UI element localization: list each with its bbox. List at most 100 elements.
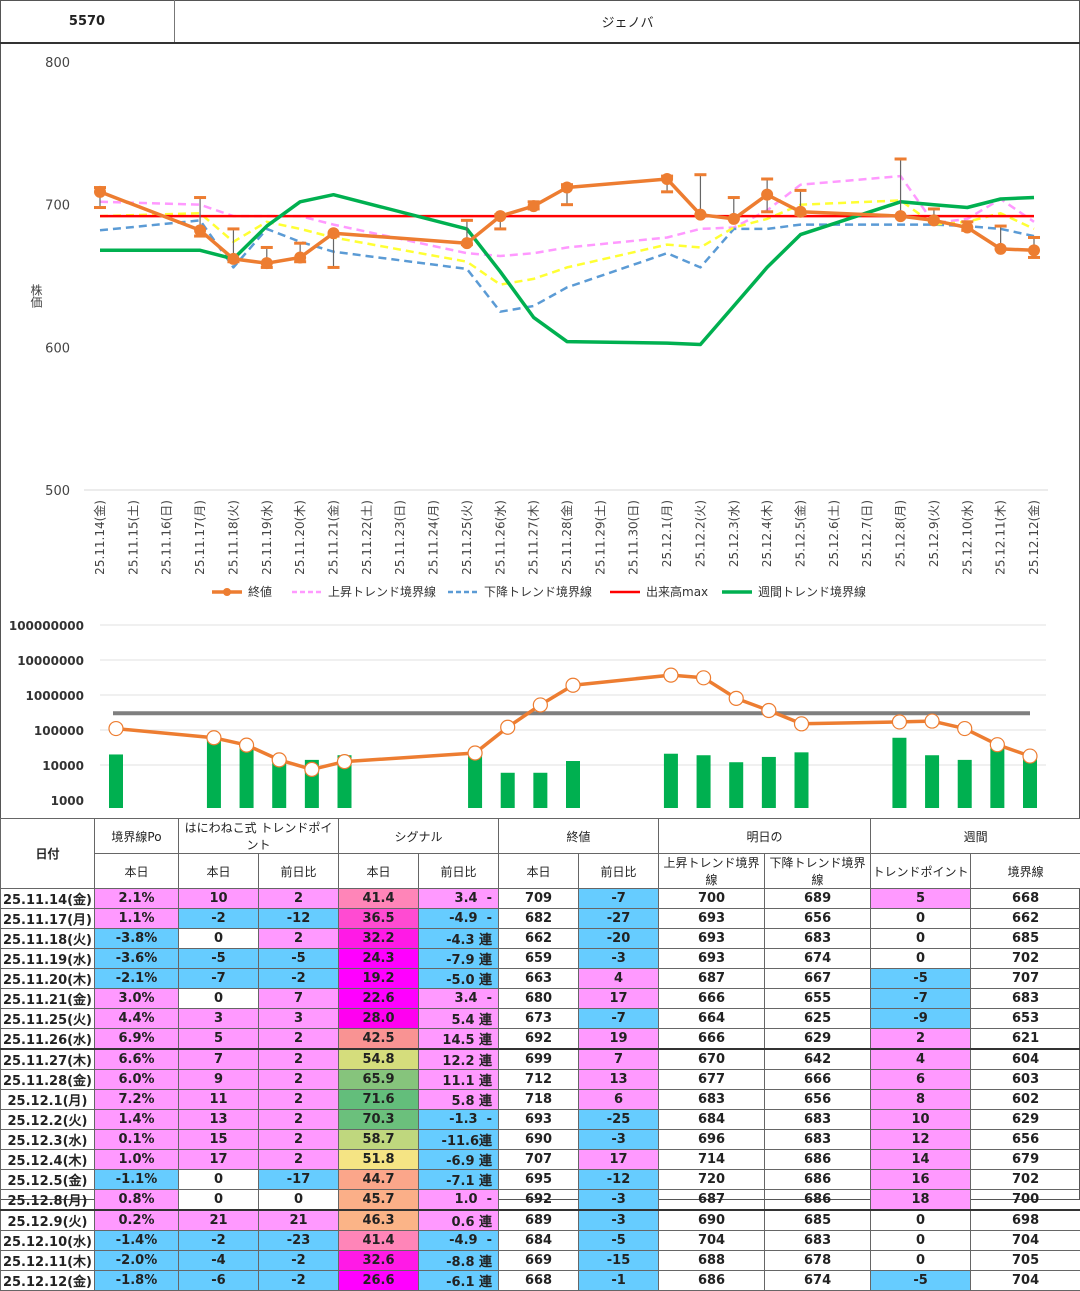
date-cell: 25.11.20(木) bbox=[1, 969, 95, 989]
weekly-boundary-cell: 603 bbox=[971, 1070, 1080, 1090]
x-tick-label: 25.12.4(木) bbox=[760, 500, 774, 567]
lower-boundary-cell: 625 bbox=[765, 1009, 871, 1029]
close-price-point bbox=[895, 210, 907, 222]
volume-trend-point bbox=[729, 691, 743, 705]
weekly-trend-point-cell: -9 bbox=[871, 1009, 971, 1029]
trend-point-cell: 5 bbox=[179, 1029, 259, 1050]
close-price-point bbox=[961, 221, 973, 233]
volume-trend-point bbox=[338, 755, 352, 769]
boundary-po-cell: -2.1% bbox=[95, 969, 179, 989]
close-price-point bbox=[328, 227, 340, 239]
y-tick-label: 100000 bbox=[34, 724, 84, 738]
close-price-point bbox=[1028, 244, 1040, 256]
close-price-point bbox=[728, 213, 740, 225]
signal-cell: 36.5 bbox=[339, 909, 419, 929]
trend-point-diff-cell: -2 bbox=[259, 1271, 339, 1291]
weekly-trend-point-cell: 0 bbox=[871, 1210, 971, 1231]
lower-boundary-cell: 667 bbox=[765, 969, 871, 989]
weekly-trend-point-cell: -7 bbox=[871, 989, 971, 1009]
close-price-point bbox=[194, 224, 206, 236]
x-tick-label: 25.11.25(火) bbox=[460, 500, 474, 575]
date-cell: 25.11.14(金) bbox=[1, 889, 95, 909]
boundary-po-cell: 2.1% bbox=[95, 889, 179, 909]
y-tick-label: 10000000 bbox=[17, 654, 84, 668]
weekly-trend-point-cell: 0 bbox=[871, 909, 971, 929]
signal-cell: 46.3 bbox=[339, 1210, 419, 1231]
weekly-trend-point-cell: 5 bbox=[871, 889, 971, 909]
trend-point-diff-cell: 2 bbox=[259, 1070, 339, 1090]
date-cell: 25.11.27(木) bbox=[1, 1049, 95, 1070]
date-cell: 25.12.2(火) bbox=[1, 1110, 95, 1130]
lower-boundary-cell: 656 bbox=[765, 1090, 871, 1110]
volume-bar bbox=[990, 748, 1004, 808]
close-cell: 718 bbox=[499, 1090, 579, 1110]
lower-boundary-cell: 686 bbox=[765, 1170, 871, 1190]
volume-trend-point bbox=[240, 738, 254, 752]
close-diff-cell: -3 bbox=[579, 949, 659, 969]
close-cell: 693 bbox=[499, 1110, 579, 1130]
signal-cell: 65.9 bbox=[339, 1070, 419, 1090]
lower-boundary-cell: 689 bbox=[765, 889, 871, 909]
price-chart: 500600700800株価25.11.14(金)25.11.15(土)25.1… bbox=[0, 44, 1080, 609]
signal-cell: 32.2 bbox=[339, 929, 419, 949]
x-tick-label: 25.12.7(日) bbox=[860, 500, 874, 567]
y-tick-label: 1000 bbox=[51, 794, 84, 808]
trend-point-cell: 21 bbox=[179, 1210, 259, 1231]
close-cell: 712 bbox=[499, 1070, 579, 1090]
close-price-point bbox=[461, 237, 473, 249]
trend-point-diff-cell: 2 bbox=[259, 1029, 339, 1050]
lower-boundary-cell: 674 bbox=[765, 1271, 871, 1291]
upper-boundary-cell: 693 bbox=[659, 949, 765, 969]
weekly-boundary-cell: 653 bbox=[971, 1009, 1080, 1029]
lower-boundary-cell: 674 bbox=[765, 949, 871, 969]
weekly-boundary-cell: 621 bbox=[971, 1029, 1080, 1050]
weekly-trend-point-cell: -5 bbox=[871, 1271, 971, 1291]
x-tick-label: 25.12.1(月) bbox=[660, 500, 674, 567]
weekly-boundary-cell: 702 bbox=[971, 949, 1080, 969]
x-tick-label: 25.11.24(月) bbox=[427, 500, 441, 575]
volume-trend-point bbox=[501, 720, 515, 734]
close-diff-cell: 6 bbox=[579, 1090, 659, 1110]
close-price-point bbox=[761, 189, 773, 201]
weekly-boundary-cell: 604 bbox=[971, 1049, 1080, 1070]
volume-bar bbox=[566, 761, 580, 808]
volume-bar bbox=[1023, 758, 1037, 808]
header-trend-point: はにわねこ式 トレンドポイント bbox=[179, 819, 339, 854]
signal-diff-cell: -8.8 連 bbox=[419, 1251, 499, 1271]
trend-point-cell: 10 bbox=[179, 889, 259, 909]
upper-boundary-cell: 677 bbox=[659, 1070, 765, 1090]
x-tick-label: 25.12.6(土) bbox=[827, 500, 841, 567]
trend-point-diff-cell: 7 bbox=[259, 989, 339, 1009]
volume-bar bbox=[958, 760, 972, 808]
volume-trend-point bbox=[1023, 749, 1037, 763]
weekly-trend-point-cell: 6 bbox=[871, 1070, 971, 1090]
x-tick-label: 25.11.21(金) bbox=[326, 500, 341, 575]
x-tick-label: 25.12.3(水) bbox=[727, 500, 741, 567]
close-cell: 695 bbox=[499, 1170, 579, 1190]
header-weekly: 週間 bbox=[871, 819, 1080, 854]
close-price-point bbox=[261, 257, 273, 269]
date-cell: 25.12.3(水) bbox=[1, 1130, 95, 1150]
subheader: 前日比 bbox=[419, 854, 499, 889]
date-cell: 25.11.26(水) bbox=[1, 1029, 95, 1050]
trend-point-diff-cell: 2 bbox=[259, 1130, 339, 1150]
legend-label: 上昇トレンド境界線 bbox=[328, 584, 436, 599]
weekly-trend-point-cell: 0 bbox=[871, 1231, 971, 1251]
close-cell: 692 bbox=[499, 1029, 579, 1050]
upper-boundary-cell: 700 bbox=[659, 889, 765, 909]
header-signal: シグナル bbox=[339, 819, 499, 854]
date-cell: 25.11.18(火) bbox=[1, 929, 95, 949]
trend-point-cell: 11 bbox=[179, 1090, 259, 1110]
trend-point-diff-cell: 3 bbox=[259, 1009, 339, 1029]
boundary-po-cell: -3.8% bbox=[95, 929, 179, 949]
volume-bar bbox=[795, 752, 809, 808]
volume-bar bbox=[207, 741, 221, 808]
close-diff-cell: -20 bbox=[579, 929, 659, 949]
